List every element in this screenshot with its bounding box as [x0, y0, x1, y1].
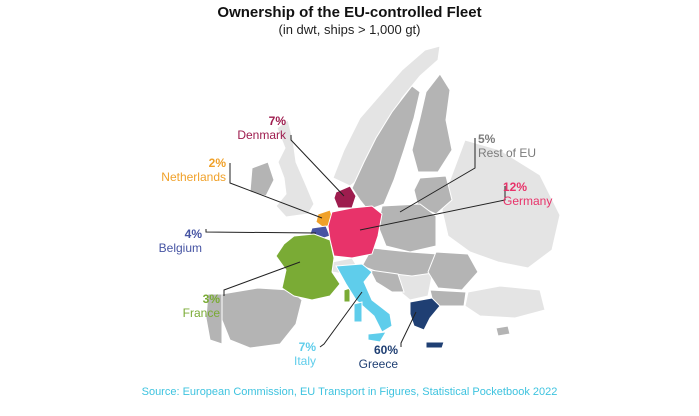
label-germany: 12% Germany [503, 180, 573, 208]
netherlands-name: Netherlands [161, 170, 226, 184]
leader-line-belgium [205, 229, 317, 234]
germany-pct: 12% [503, 180, 528, 194]
denmark-pct: 7% [268, 114, 286, 128]
belgium-pct: 4% [184, 227, 202, 241]
finland-shape [411, 73, 453, 173]
spain-shape [221, 287, 303, 349]
italy-pct: 7% [298, 340, 316, 354]
sicily-shape [367, 331, 387, 343]
greece-name: Greece [358, 357, 398, 371]
chart-title: Ownership of the EU-controlled Fleet [217, 4, 482, 21]
portugal-shape [205, 293, 223, 345]
leader-line-netherlands [229, 163, 323, 219]
turkey-shape [464, 285, 546, 319]
label-netherlands: 2% Netherlands [150, 156, 226, 184]
label-denmark: 7% Denmark [218, 114, 286, 142]
uk-shape [275, 119, 315, 218]
label-france: 3% France [160, 292, 220, 320]
crete-shape [425, 341, 445, 349]
germany-shape [327, 205, 383, 259]
greece-shape [409, 297, 441, 331]
italy-shape [335, 263, 393, 333]
cyprus-shape [495, 325, 511, 337]
romania-shape [427, 251, 479, 291]
germany-name: Germany [503, 194, 553, 208]
rest-of-eu-land [205, 73, 511, 349]
label-belgium: 4% Belgium [140, 227, 202, 255]
leader-line-greece [400, 311, 417, 347]
leader-lines [205, 135, 506, 348]
rest-pct: 5% [478, 132, 496, 146]
belgium-name: Belgium [158, 241, 202, 255]
denmark-name: Denmark [237, 128, 286, 142]
poland-shape [377, 203, 437, 253]
rest-name: Rest of EU [478, 146, 537, 160]
leader-line-denmark [290, 135, 345, 197]
leader-line-france [223, 261, 301, 296]
sardinia-shape [353, 301, 363, 323]
france-pct: 3% [202, 292, 220, 306]
chart-subtitle: (in dwt, ships > 1,000 gt) [278, 22, 421, 37]
netherlands-pct: 2% [208, 156, 226, 170]
leader-line-italy [319, 291, 363, 348]
source-note: Source: European Commission, EU Transpor… [141, 386, 558, 398]
france-shape [275, 233, 341, 301]
greece-pct: 60% [373, 343, 398, 357]
label-rest: 5% Rest of EU [478, 132, 558, 160]
ireland-shape [249, 161, 275, 197]
leader-line-germany [359, 186, 506, 231]
france-name: France [182, 306, 220, 320]
label-greece: 60% Greece [340, 343, 398, 371]
corsica-shape [343, 287, 351, 303]
leader-line-rest [399, 138, 476, 213]
label-italy: 7% Italy [262, 340, 316, 368]
italy-name: Italy [293, 354, 316, 368]
croatia-shape [369, 269, 405, 293]
